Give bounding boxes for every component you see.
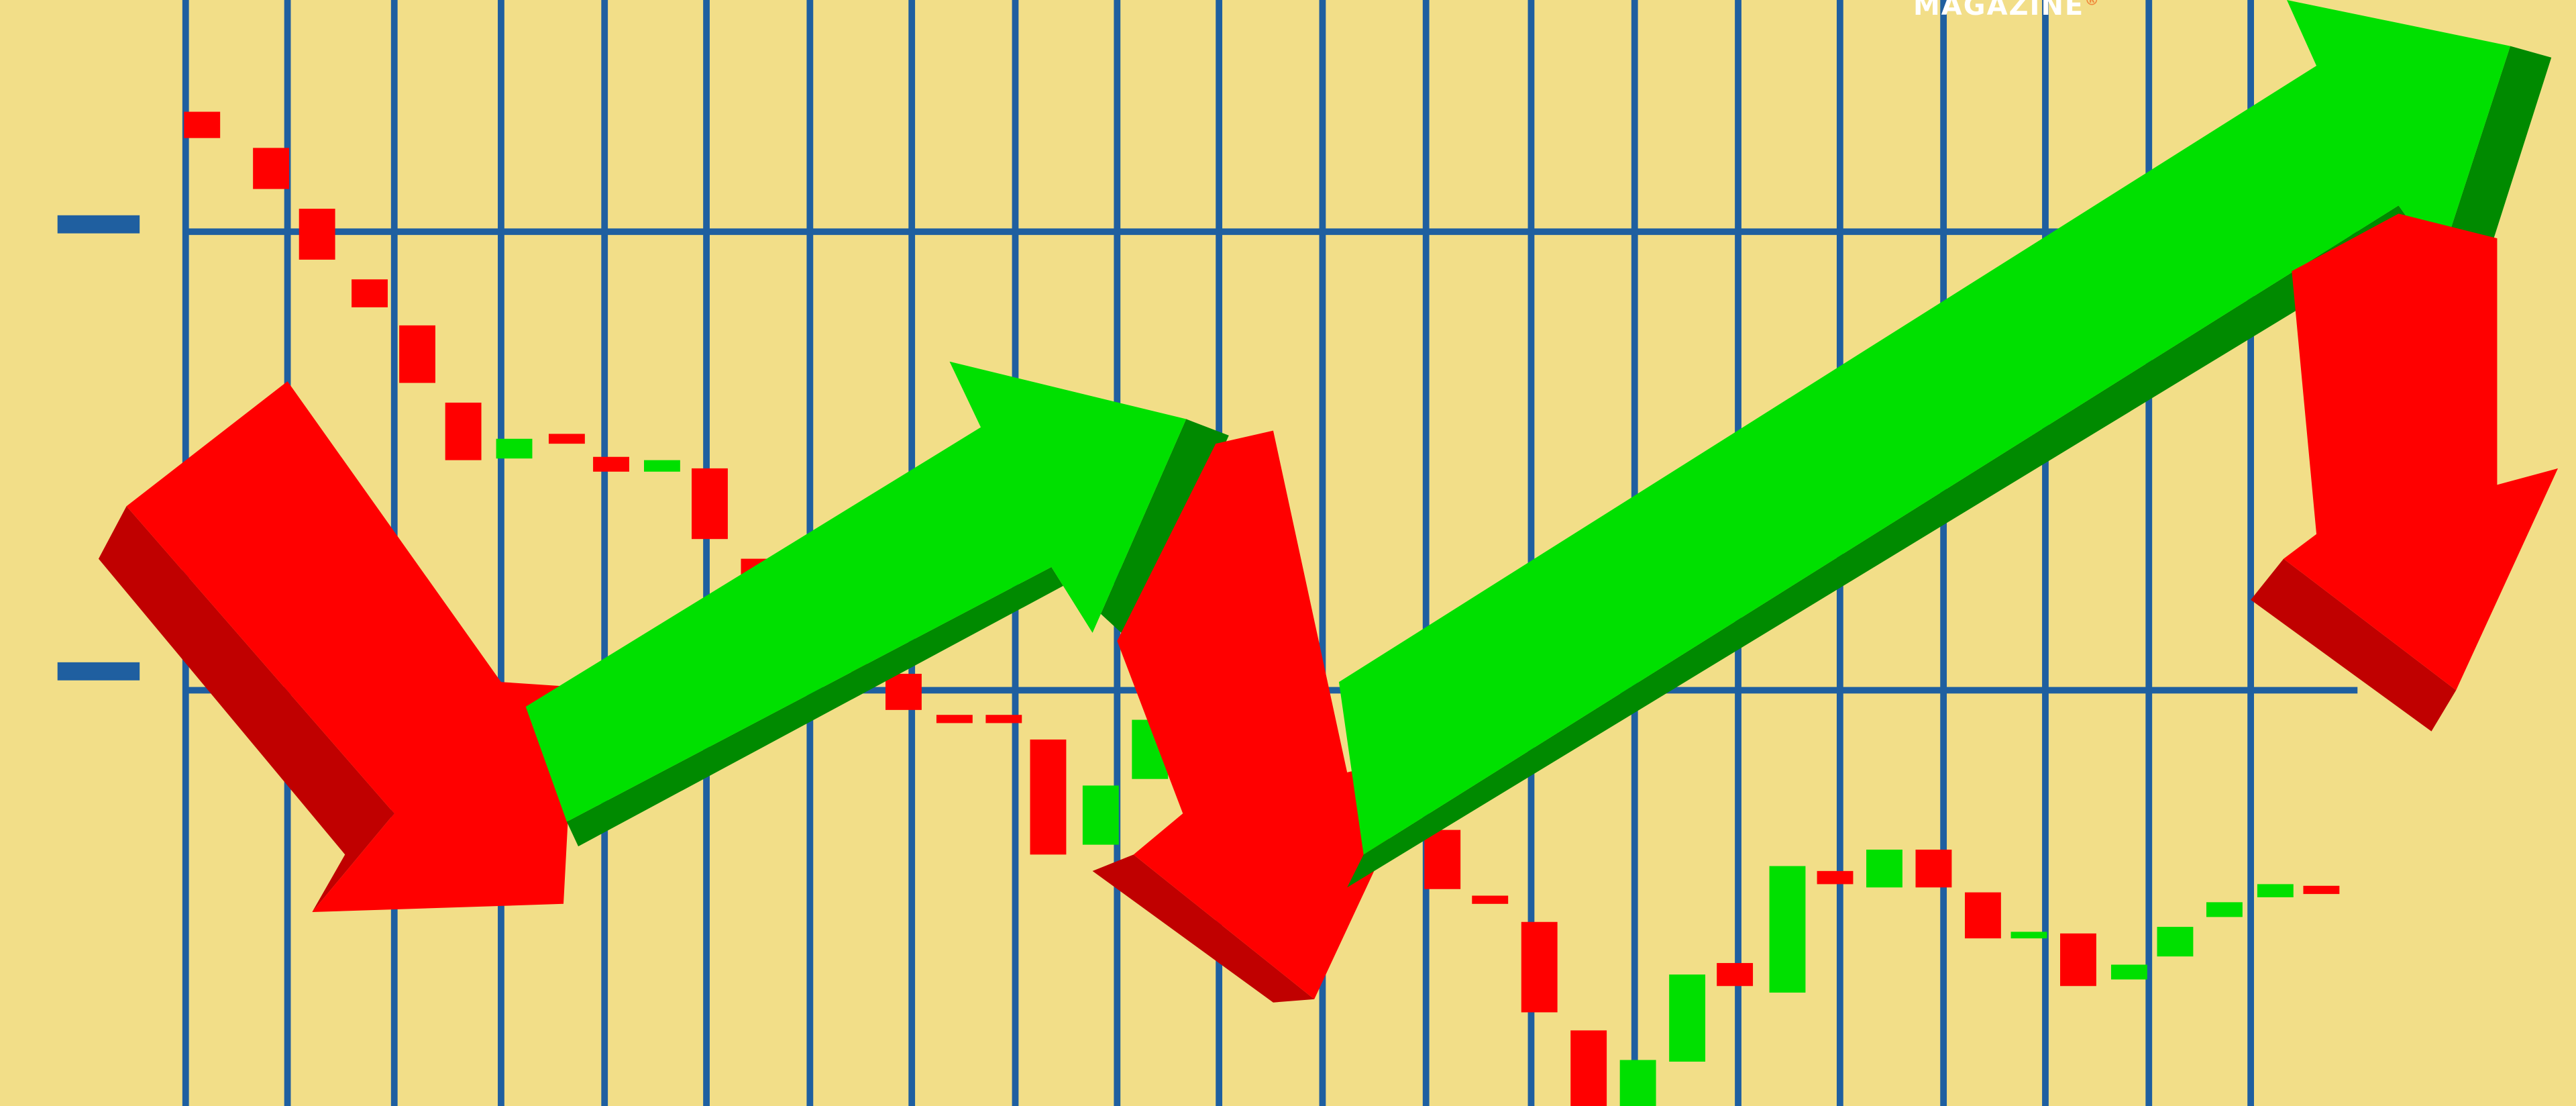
candlestick-up: [2257, 884, 2294, 898]
candlestick-down: [2303, 885, 2340, 895]
candlestick-down: [253, 148, 290, 189]
candlestick-down: [1915, 849, 1952, 888]
arrow-up: [1338, 0, 2511, 855]
candlestick-down: [1424, 830, 1461, 889]
arrow-down: [1117, 430, 1430, 999]
candlestick-up: [1669, 974, 1706, 1062]
candlestick-down: [593, 456, 629, 472]
candlestick-up: [1866, 849, 1902, 888]
candlestick-down: [399, 325, 435, 383]
candlestick-up: [1082, 785, 1119, 845]
candlestick-down: [985, 715, 1022, 723]
candlestick-down: [352, 279, 388, 307]
candlestick-down: [1030, 739, 1067, 855]
candlestick-up: [1619, 1060, 1656, 1106]
candlestick-down: [1717, 962, 1754, 987]
candlestick-down: [2060, 933, 2096, 987]
candlestick-up: [1769, 866, 1806, 993]
arrow-down-shadow: [1092, 854, 1315, 1003]
candlestick-down: [1472, 895, 1509, 904]
candlestick-down: [936, 715, 973, 723]
brand-logo: MAGAZINE®: [1913, 0, 2100, 21]
arrow-down: [2284, 213, 2559, 691]
candlestick-down: [445, 402, 482, 460]
brand-text: MAGAZINE: [1913, 0, 2085, 21]
arrow-up-shadow: [1347, 46, 2552, 888]
candlestick-down: [885, 673, 922, 710]
candlestick-down: [299, 208, 335, 260]
arrow-down-shadow: [98, 506, 394, 913]
arrow-down-shadow: [2251, 558, 2457, 732]
candlestick-down: [1521, 921, 1558, 1013]
candlestick-down: [548, 434, 585, 444]
candlestick-up: [2110, 964, 2147, 980]
candlestick-up: [644, 460, 680, 472]
candlestick-up: [2157, 927, 2194, 957]
candlestick-up: [2206, 902, 2243, 917]
candlestick-up: [2010, 932, 2047, 939]
arrow-down: [126, 381, 576, 913]
candlestick-up: [496, 438, 533, 459]
axis-tick-mark: [57, 215, 140, 234]
registered-mark: ®: [2084, 0, 2101, 9]
candlestick-down: [1570, 1030, 1607, 1106]
axis-tick-mark: [57, 662, 140, 681]
candlestick-down: [184, 111, 221, 138]
candlestick-down: [1817, 870, 1854, 885]
candlestick-down: [1964, 892, 2001, 939]
arrow-up-shadow: [566, 419, 1229, 847]
candlestick-down: [692, 468, 728, 540]
arrow-up: [525, 361, 1187, 822]
